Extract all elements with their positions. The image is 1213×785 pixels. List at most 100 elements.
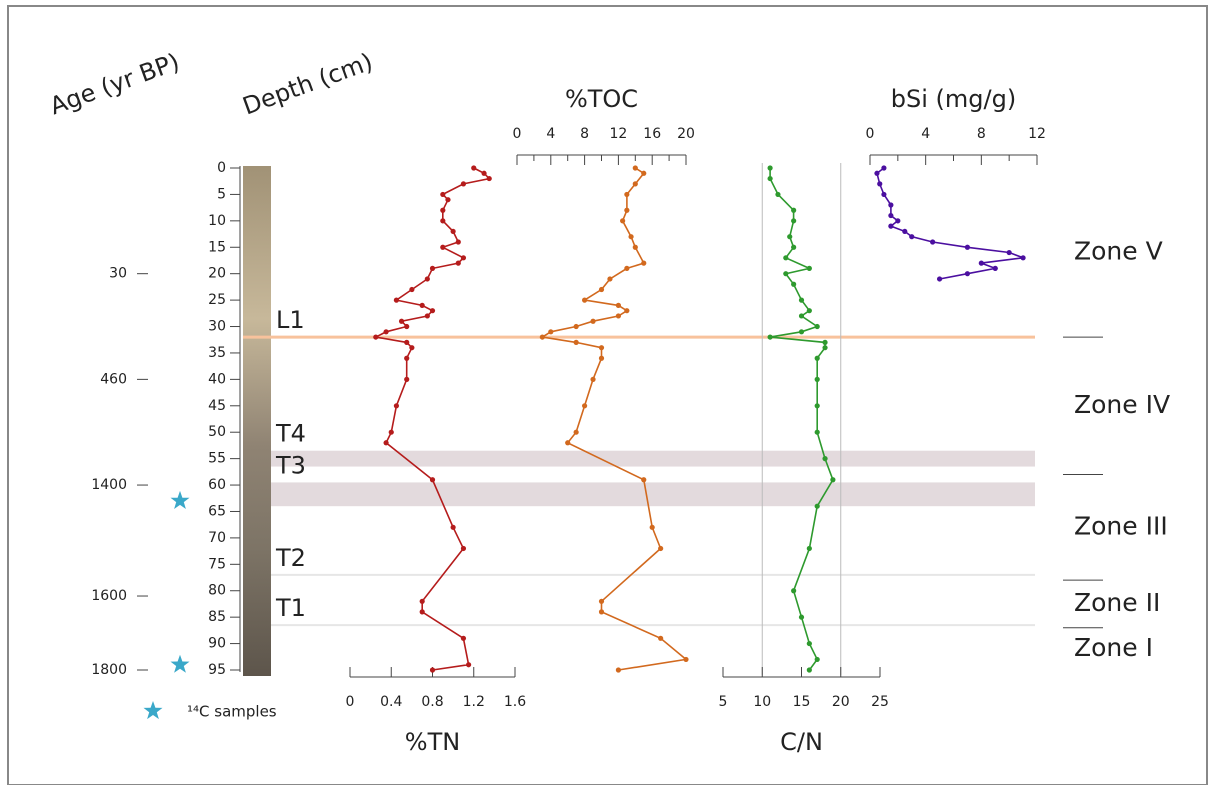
profile-point [461, 181, 466, 186]
profile-point [807, 667, 812, 672]
profile-point [481, 171, 486, 176]
x-axis-title: %TN [405, 728, 460, 756]
x-tick-label: 15 [793, 694, 811, 710]
profile-point [888, 213, 893, 218]
zone-label: Zone IV [1074, 390, 1170, 419]
profile-point [616, 313, 621, 318]
profile-point [540, 334, 545, 339]
profile-point [574, 324, 579, 329]
profile-point [799, 329, 804, 334]
profile-point [461, 636, 466, 641]
profile-point [930, 239, 935, 244]
profile-point [683, 657, 688, 662]
age-tick-label: 1400 [91, 477, 127, 493]
profile-point [768, 334, 773, 339]
profile-point [582, 298, 587, 303]
profile-point [791, 282, 796, 287]
profile-point [430, 667, 435, 672]
horizon-label: T3 [275, 451, 306, 479]
profile-line [877, 168, 1023, 279]
profile-point [430, 308, 435, 313]
depth-tick-label: 50 [208, 424, 226, 440]
profile-point [456, 239, 461, 244]
x-tick-label: 0 [866, 126, 875, 142]
profile-point [461, 255, 466, 260]
profile-point [993, 266, 998, 271]
x-axis-title: bSi (mg/g) [891, 85, 1016, 113]
profile-point [574, 340, 579, 345]
profile-line [376, 168, 489, 670]
profile-point [937, 276, 942, 281]
x-tick-label: 0 [346, 694, 355, 710]
x-tick-label: 12 [1028, 126, 1046, 142]
depth-tick-label: 0 [217, 160, 226, 176]
profile-line [542, 168, 686, 670]
tephra-band [271, 482, 1035, 506]
age-tick-label: 460 [100, 371, 127, 387]
profile-point [979, 261, 984, 266]
profile-point [599, 609, 604, 614]
c14-star [171, 491, 190, 509]
profile-point [874, 171, 879, 176]
profile-point [624, 266, 629, 271]
profile-point [807, 266, 812, 271]
profile-point [895, 218, 900, 223]
profile-point [373, 334, 378, 339]
age-title: Age (yr BP) [46, 48, 183, 121]
profile-point [822, 345, 827, 350]
profile-point [616, 667, 621, 672]
profile-point [658, 636, 663, 641]
profile-point [430, 477, 435, 482]
depth-tick-label: 90 [208, 636, 226, 652]
depth-tick-label: 95 [208, 662, 226, 678]
x-axis-title: C/N [780, 728, 823, 756]
profile-point [620, 218, 625, 223]
x-axis-title: %TOC [565, 85, 638, 113]
profile-point [1020, 255, 1025, 260]
profile-point [607, 276, 612, 281]
profile-point [599, 356, 604, 361]
profile-point [783, 255, 788, 260]
profile-point [394, 403, 399, 408]
profile-point [650, 525, 655, 530]
profile-point [466, 662, 471, 667]
profile-point [616, 303, 621, 308]
profile-point [420, 599, 425, 604]
profile-point [822, 340, 827, 345]
profile-point [487, 176, 492, 181]
depth-tick-label: 35 [208, 345, 226, 361]
depth-tick-label: 60 [208, 477, 226, 493]
profile-point [404, 356, 409, 361]
depth-tick-label: 5 [217, 186, 226, 202]
x-tick-label: 1.6 [504, 694, 526, 710]
depth-title: Depth (cm) [239, 48, 376, 121]
profile-point [440, 192, 445, 197]
profile-point [574, 430, 579, 435]
profile-point [815, 657, 820, 662]
profile-point [787, 234, 792, 239]
profile-point [389, 430, 394, 435]
x-tick-label: 0 [513, 126, 522, 142]
profile-point [445, 197, 450, 202]
profile-point [822, 456, 827, 461]
x-tick-label: 0.4 [380, 694, 402, 710]
profile-point [965, 245, 970, 250]
x-tick-label: 5 [719, 694, 728, 710]
depth-tick-label: 25 [208, 292, 226, 308]
profile-point [582, 403, 587, 408]
profile-point [425, 313, 430, 318]
x-tick-label: 8 [580, 126, 589, 142]
profile-point [409, 345, 414, 350]
profile-point [641, 171, 646, 176]
x-tick-label: 25 [871, 694, 889, 710]
figure: Age (yr BP) Depth (cm) ¹⁴C samples 05101… [0, 0, 1213, 785]
profile-point [641, 477, 646, 482]
depth-tick-label: 45 [208, 398, 226, 414]
horizon-label: T1 [275, 594, 306, 622]
profile-point [440, 245, 445, 250]
profile-point [815, 430, 820, 435]
depth-tick-label: 10 [208, 213, 226, 229]
profile-point [399, 319, 404, 324]
profile-line [770, 168, 833, 670]
profile-point [440, 218, 445, 223]
